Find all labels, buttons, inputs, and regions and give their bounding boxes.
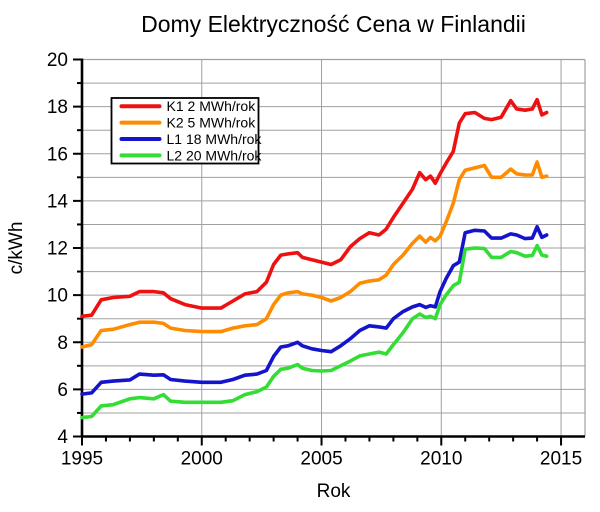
y-tick-label: 6 xyxy=(57,380,68,401)
y-tick-label: 20 xyxy=(47,50,68,71)
x-tick-label: 1995 xyxy=(61,449,103,470)
tick-labels: 1995 2000 2005 2010 2015 4 6 8 10 12 14 16 18 20 xyxy=(47,50,582,470)
y-tick-label: 16 xyxy=(47,144,68,165)
series-line-k2 xyxy=(80,160,549,349)
x-axis-label: Rok xyxy=(317,481,351,502)
series-line-l1 xyxy=(80,225,549,396)
ticks xyxy=(73,58,563,446)
legend-label: L1 18 MWh/rok xyxy=(167,131,263,147)
x-tick-label: 2010 xyxy=(420,449,462,470)
x-tick-label: 2005 xyxy=(300,449,342,470)
chart-title: Domy Elektryczność Cena w Finlandii xyxy=(141,11,526,37)
legend-label: K1 2 MWh/rok xyxy=(167,98,257,114)
x-tick-label: 2015 xyxy=(540,449,582,470)
y-tick-label: 18 xyxy=(47,97,68,118)
y-tick-label: 4 xyxy=(57,427,68,448)
y-axis-label: c/kWh xyxy=(6,222,27,275)
y-tick-label: 14 xyxy=(47,191,69,212)
y-tick-label: 8 xyxy=(57,333,68,354)
series-line-k1 xyxy=(80,97,549,319)
legend-label: L2 20 MWh/rok xyxy=(167,147,263,163)
y-tick-label: 10 xyxy=(47,286,68,307)
x-tick-label: 2000 xyxy=(181,449,223,470)
series-line-l2 xyxy=(80,243,549,420)
legend-label: K2 5 MWh/rok xyxy=(167,115,257,131)
legend-box xyxy=(110,97,260,165)
y-tick-label: 12 xyxy=(47,239,68,260)
